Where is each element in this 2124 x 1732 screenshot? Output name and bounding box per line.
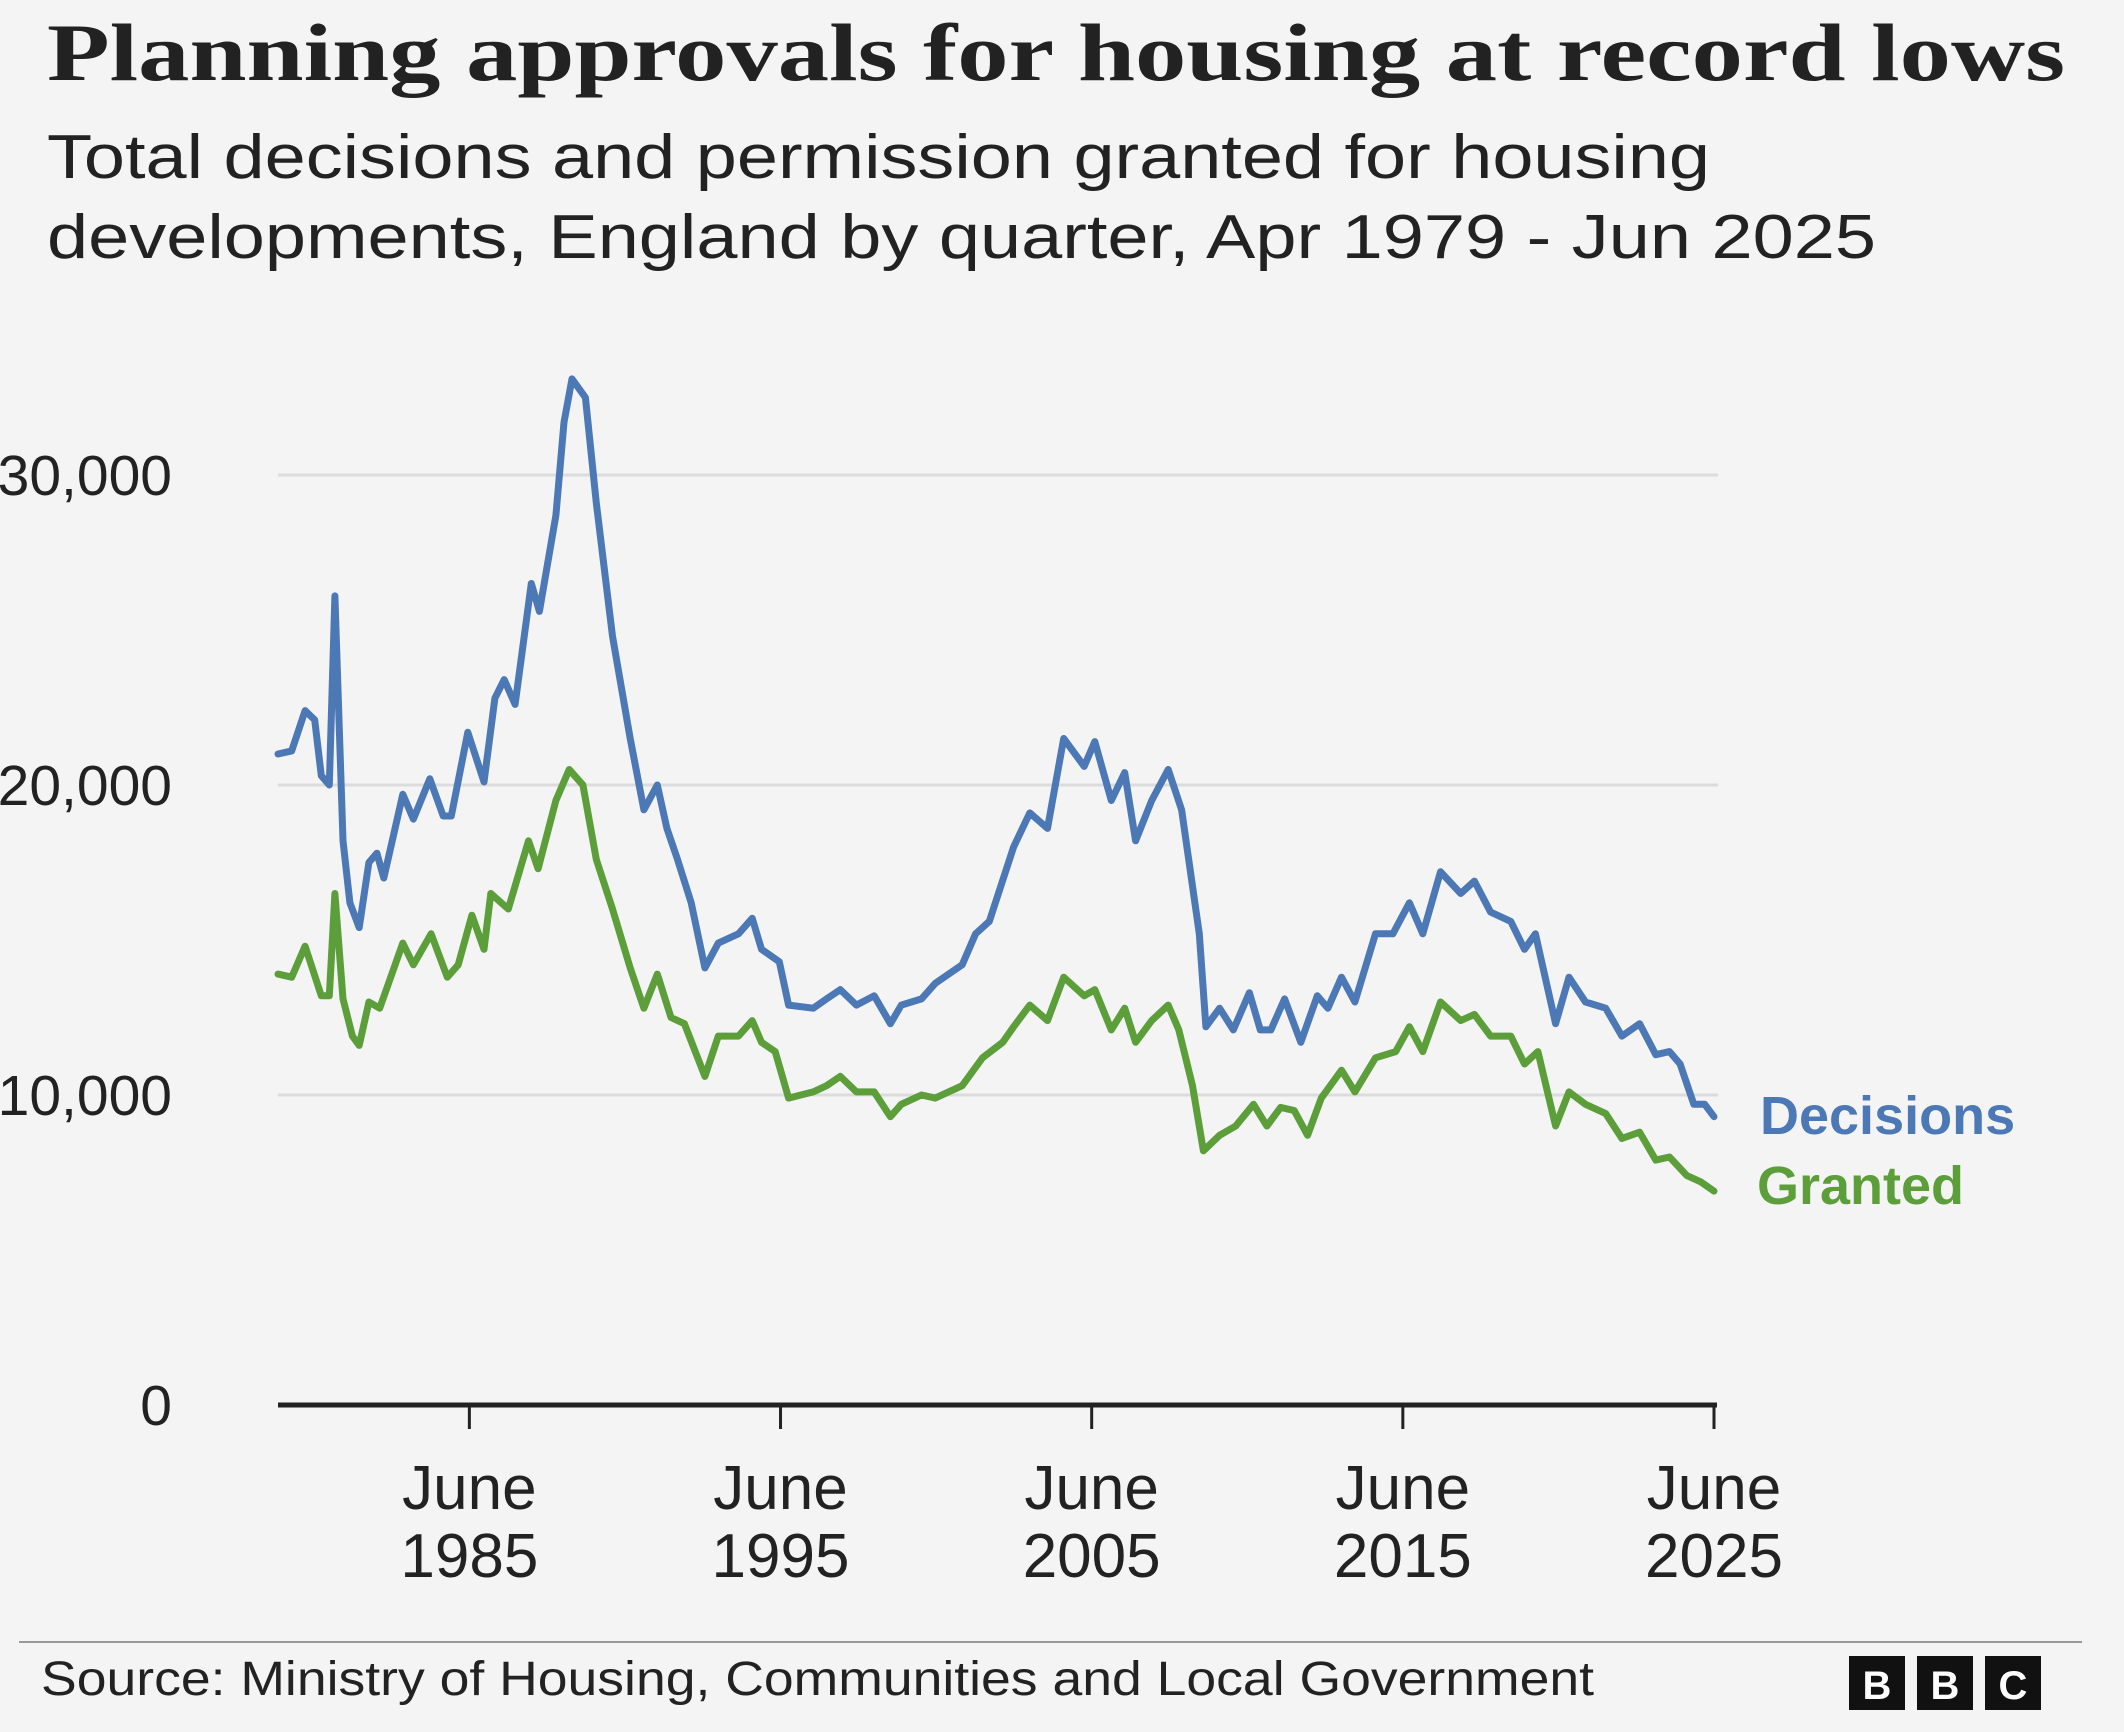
x-tick-label-month: June xyxy=(1024,1454,1158,1523)
x-tick-label-month: June xyxy=(402,1454,536,1523)
x-tick-label-year: 2015 xyxy=(1334,1522,1472,1591)
x-tick-label-month: June xyxy=(713,1454,847,1523)
x-tick-label-month: June xyxy=(1336,1454,1470,1523)
legend-label-decisions: Decisions xyxy=(1760,1086,2015,1146)
bbc-logo: B B C xyxy=(1849,1656,2041,1710)
y-tick-label: 0 xyxy=(140,1374,172,1438)
x-tick-label-year: 2025 xyxy=(1645,1522,1783,1591)
series-line-decisions xyxy=(274,375,1718,1121)
svg-text:B: B xyxy=(1863,1664,1892,1708)
x-tick-label-year: 1995 xyxy=(712,1522,850,1591)
legend-label-granted: Granted xyxy=(1757,1156,1964,1216)
x-tick-label-month: June xyxy=(1647,1454,1781,1523)
y-tick-label: 30,000 xyxy=(0,444,172,508)
svg-text:C: C xyxy=(1999,1664,2028,1708)
chart-title: Planning approvals for housing at record… xyxy=(47,7,2065,98)
gridlines xyxy=(278,473,1718,1097)
y-axis-ticks: 0 10,000 20,000 30,000 xyxy=(0,444,172,1438)
y-tick-label: 20,000 xyxy=(0,754,172,818)
svg-text:B: B xyxy=(1931,1664,1960,1708)
series-line-granted xyxy=(274,766,1718,1195)
y-tick-label: 10,000 xyxy=(0,1064,172,1128)
chart-subtitle-line-1: Total decisions and permission granted f… xyxy=(47,123,1710,192)
source-note: Source: Ministry of Housing, Communities… xyxy=(41,1653,1594,1706)
x-tick-label-year: 1985 xyxy=(400,1522,538,1591)
x-tick-label-year: 2005 xyxy=(1023,1522,1161,1591)
series-lines xyxy=(274,375,1718,1195)
chart-subtitle-line-2: developments, England by quarter, Apr 19… xyxy=(47,203,1876,272)
